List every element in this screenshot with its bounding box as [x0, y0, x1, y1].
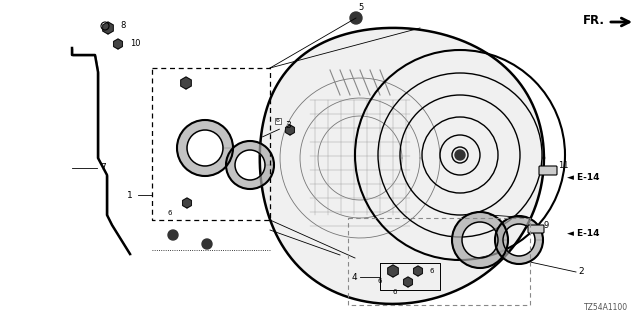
Polygon shape: [226, 141, 274, 189]
Text: 2: 2: [578, 268, 584, 276]
Polygon shape: [182, 198, 191, 208]
Polygon shape: [260, 28, 544, 304]
Text: 6: 6: [429, 268, 435, 274]
Text: 6: 6: [276, 118, 280, 124]
Polygon shape: [181, 77, 191, 89]
Text: 11: 11: [558, 161, 568, 170]
Text: 6: 6: [168, 210, 172, 216]
Polygon shape: [388, 265, 398, 277]
Text: 7: 7: [100, 164, 106, 172]
Polygon shape: [103, 22, 113, 34]
Text: 4: 4: [351, 273, 357, 282]
Polygon shape: [285, 125, 294, 135]
Circle shape: [350, 12, 362, 24]
Text: 6: 6: [378, 278, 382, 284]
Text: TZ54A1100: TZ54A1100: [584, 303, 628, 312]
Text: 5: 5: [358, 4, 364, 12]
Polygon shape: [114, 39, 122, 49]
FancyBboxPatch shape: [528, 225, 544, 233]
FancyBboxPatch shape: [539, 166, 557, 175]
Circle shape: [455, 150, 465, 160]
Circle shape: [168, 230, 178, 240]
Polygon shape: [495, 216, 543, 264]
Circle shape: [202, 239, 212, 249]
Polygon shape: [404, 277, 412, 287]
Text: ◄ E-14: ◄ E-14: [567, 228, 600, 237]
Text: 9: 9: [544, 220, 549, 229]
Text: 3: 3: [285, 122, 291, 131]
Text: 6: 6: [393, 289, 397, 295]
Text: FR.: FR.: [583, 13, 605, 27]
Text: ◄ E-14: ◄ E-14: [567, 173, 600, 182]
Polygon shape: [413, 266, 422, 276]
Text: 8: 8: [120, 21, 125, 30]
Text: 10: 10: [130, 39, 141, 49]
Text: 1: 1: [127, 190, 133, 199]
Polygon shape: [177, 120, 233, 176]
Polygon shape: [452, 212, 508, 268]
